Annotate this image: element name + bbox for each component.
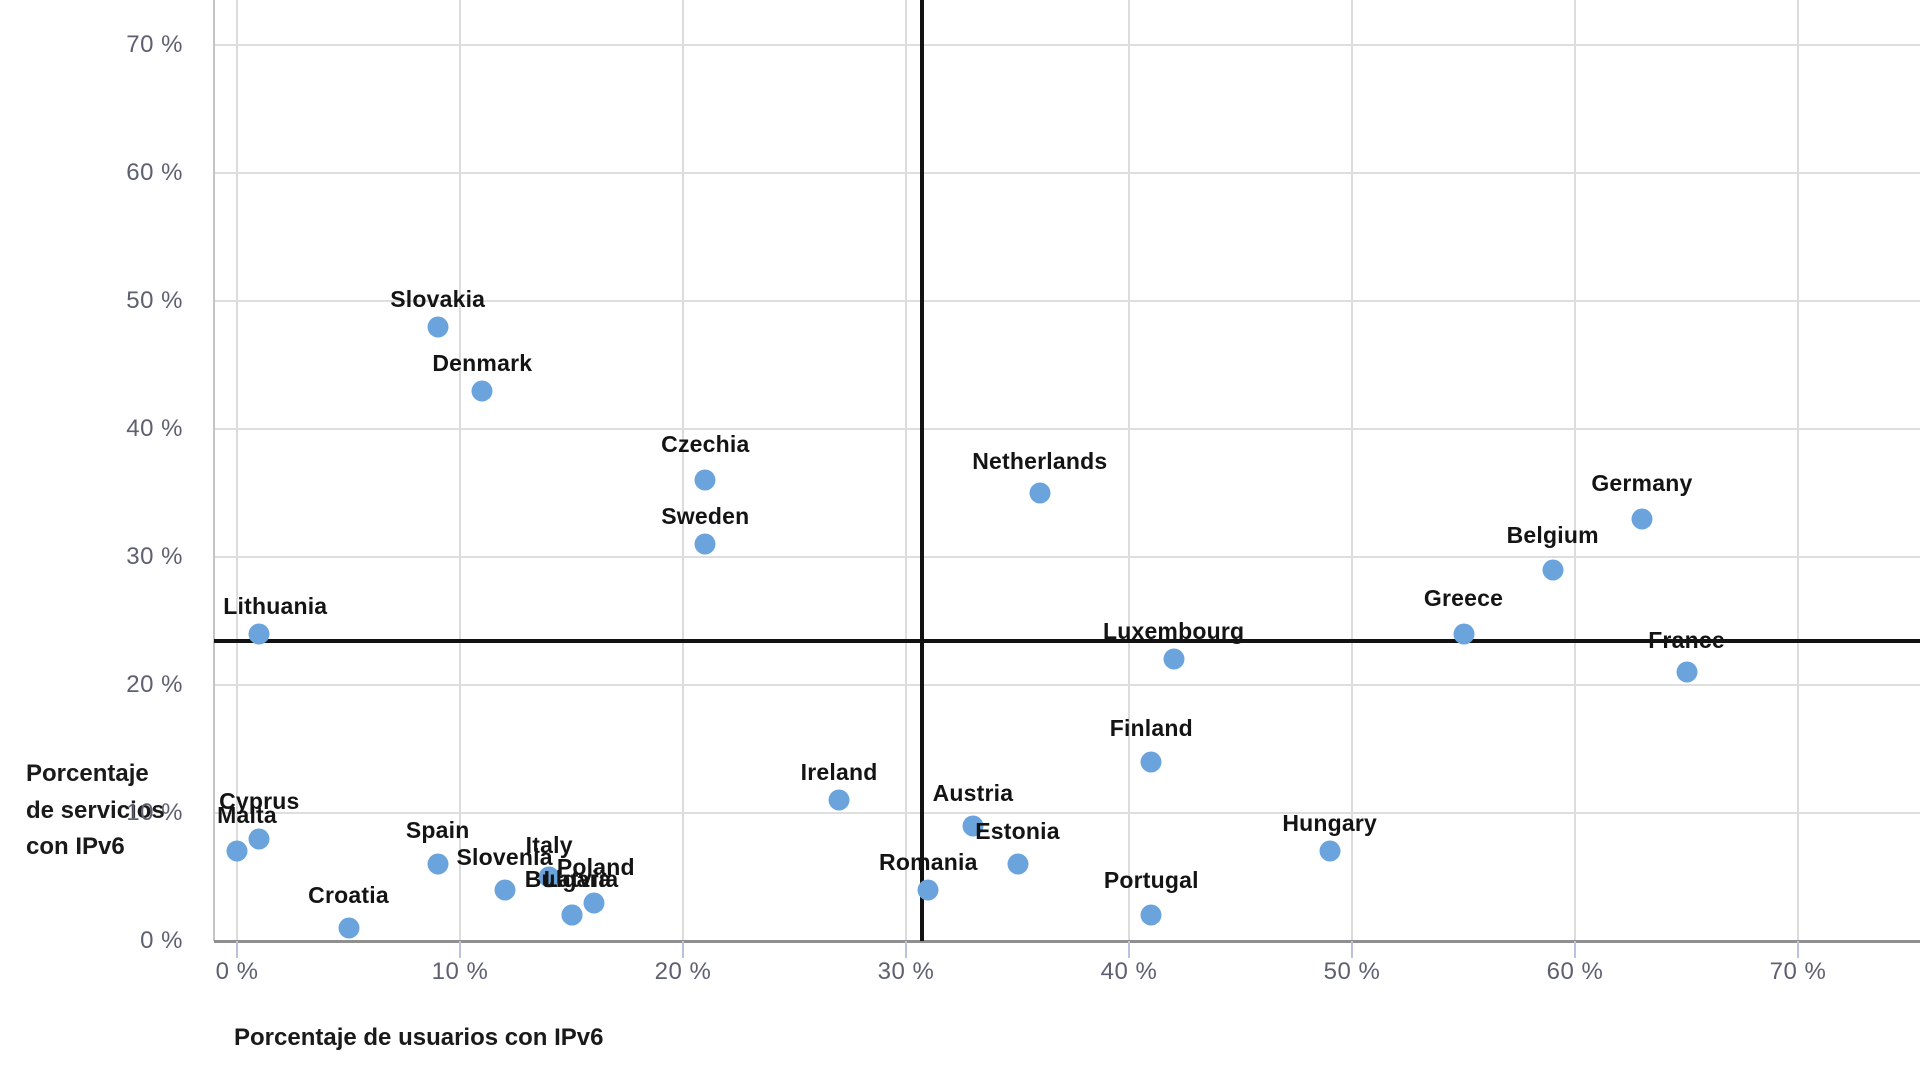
x-tickmark-40 (1128, 941, 1130, 958)
y-axis-line (213, 0, 215, 941)
y-gridline-70 (214, 44, 1920, 46)
y-gridline-10 (214, 812, 1920, 814)
point-spain[interactable] (427, 853, 449, 875)
y-tick-label-20: 20 % (126, 671, 183, 698)
y-tick-label-40: 40 % (126, 415, 183, 442)
label-italy: Italy (525, 832, 573, 858)
x-gridline-60 (1574, 0, 1576, 941)
label-sweden: Sweden (661, 503, 750, 530)
crosshair-vertical-line (919, 0, 924, 941)
point-hungary[interactable] (1319, 840, 1341, 862)
y-tick-label-0: 0 % (140, 927, 183, 954)
point-ireland[interactable] (828, 789, 850, 811)
y-axis-title: Porcentaje de servicios con IPv6 (26, 760, 165, 860)
x-tick-label-30: 30 % (877, 958, 935, 985)
point-lithuania[interactable] (248, 623, 270, 645)
label-portugal: Portugal (1103, 867, 1199, 894)
point-slovakia[interactable] (427, 316, 449, 338)
label-estonia: Estonia (975, 818, 1060, 845)
point-czechia[interactable] (694, 469, 716, 491)
point-germany[interactable] (1631, 508, 1653, 530)
point-france[interactable] (1676, 661, 1697, 683)
x-tickmark-70 (1797, 941, 1799, 958)
x-tick-label-70: 70 % (1769, 958, 1827, 985)
x-gridline-70 (1797, 0, 1799, 941)
point-italy[interactable] (538, 866, 560, 888)
label-cyprus: Cyprus (219, 787, 300, 814)
x-tick-label-50: 50 % (1323, 958, 1381, 985)
x-tickmark-10 (459, 941, 461, 958)
point-poland[interactable] (583, 892, 605, 914)
label-belgium: Belgium (1506, 521, 1599, 548)
label-latvia: Latvia (543, 866, 612, 893)
y-tick-label-30: 30 % (126, 543, 183, 570)
x-tickmark-20 (682, 941, 684, 958)
label-lithuania: Lithuania (223, 592, 328, 619)
label-spain: Spain (405, 817, 470, 844)
x-tick-label-20: 20 % (654, 958, 712, 985)
x-gridline-0 (236, 0, 238, 941)
label-malta: Malta (217, 802, 277, 829)
y-tick-label-10: 10 % (126, 799, 183, 826)
y-tick-label-70: 70 % (126, 31, 183, 58)
point-sweden[interactable] (694, 533, 716, 555)
label-bulgaria: Bulgaria (524, 866, 619, 893)
point-latvia[interactable] (561, 904, 582, 926)
point-slovenia[interactable] (494, 879, 516, 901)
y-gridline-20 (214, 684, 1920, 686)
x-tickmark-50 (1351, 941, 1353, 958)
x-tickmark-0 (236, 941, 238, 958)
point-netherlands[interactable] (1029, 482, 1051, 504)
label-denmark: Denmark (432, 349, 533, 376)
label-greece: Greece (1423, 584, 1504, 611)
label-poland: Poland (556, 853, 635, 880)
label-slovakia: Slovakia (390, 285, 486, 312)
y-gridline-30 (214, 556, 1920, 558)
point-portugal[interactable] (1140, 904, 1162, 926)
label-ireland: Ireland (800, 759, 878, 786)
point-malta[interactable] (226, 840, 248, 862)
label-austria: Austria (932, 779, 1014, 806)
y-gridline-60 (214, 172, 1920, 174)
point-luxembourg[interactable] (1163, 648, 1185, 670)
label-luxembourg: Luxembourg (1102, 618, 1245, 645)
label-germany: Germany (1591, 469, 1693, 496)
x-gridline-10 (459, 0, 461, 941)
x-tickmark-30 (905, 941, 907, 958)
point-finland[interactable] (1140, 751, 1162, 773)
label-romania: Romania (879, 848, 978, 875)
point-croatia[interactable] (338, 917, 359, 939)
label-slovenia: Slovenia (456, 843, 553, 870)
point-romania[interactable] (917, 879, 939, 901)
label-france: France (1648, 627, 1725, 654)
y-tick-label-60: 60 % (126, 159, 183, 186)
crosshair-horizontal-line (214, 639, 1920, 644)
x-gridline-30 (905, 0, 907, 941)
x-axis-line (214, 940, 1920, 943)
point-cyprus[interactable] (248, 828, 270, 850)
x-tick-label-10: 10 % (431, 958, 489, 985)
label-netherlands: Netherlands (972, 448, 1108, 474)
x-tickmark-60 (1574, 941, 1576, 958)
label-hungary: Hungary (1282, 810, 1378, 837)
point-belgium[interactable] (1542, 559, 1564, 581)
x-gridline-50 (1351, 0, 1353, 941)
x-axis-title: Porcentaje de usuarios con IPv6 (234, 1024, 604, 1051)
point-austria[interactable] (962, 815, 984, 837)
point-estonia[interactable] (1007, 853, 1028, 875)
x-tick-label-0: 0 % (215, 958, 259, 985)
x-tick-label-60: 60 % (1546, 958, 1604, 985)
point-greece[interactable] (1453, 623, 1474, 645)
y-tick-label-50: 50 % (126, 287, 183, 314)
label-czechia: Czechia (661, 431, 750, 458)
x-tick-label-40: 40 % (1100, 958, 1158, 985)
label-croatia: Croatia (308, 882, 389, 909)
label-finland: Finland (1109, 714, 1193, 741)
x-gridline-40 (1128, 0, 1130, 941)
y-gridline-40 (214, 428, 1920, 430)
y-gridline-50 (214, 300, 1920, 302)
x-gridline-20 (682, 0, 684, 941)
point-denmark[interactable] (471, 380, 493, 402)
